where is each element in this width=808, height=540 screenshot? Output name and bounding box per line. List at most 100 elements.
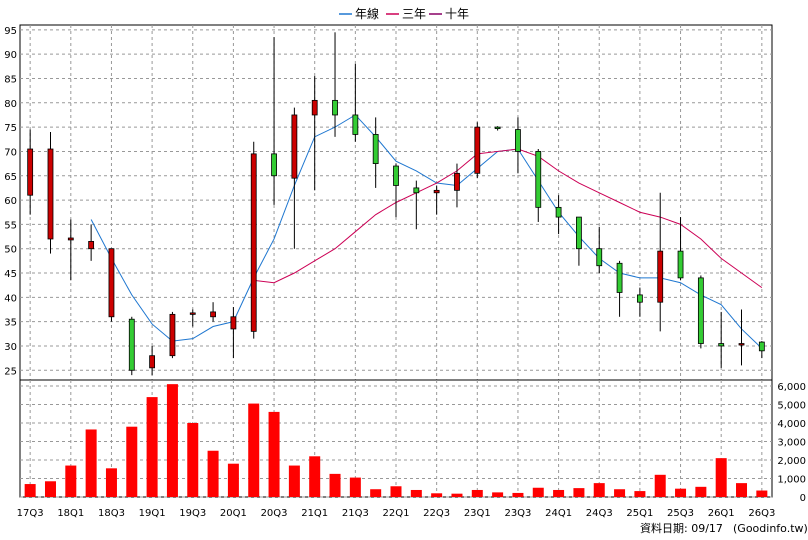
volume-bar	[614, 489, 626, 497]
volume-bar	[471, 489, 483, 497]
candle-body	[372, 134, 379, 164]
volume-bar	[553, 489, 565, 497]
candle	[576, 216, 582, 266]
candle	[718, 311, 725, 368]
candlesticks	[27, 32, 765, 376]
candle-body	[758, 341, 765, 352]
volume-y-tick-label: 3,000	[777, 438, 806, 449]
volume-bar	[288, 465, 300, 497]
price-y-tick-label: 70	[4, 147, 17, 158]
ma-line-三年	[253, 148, 763, 289]
volume-bar	[268, 411, 280, 497]
price-y-tick-label: 55	[4, 220, 17, 231]
candle-body	[230, 316, 237, 330]
candle	[474, 122, 481, 179]
candle	[494, 126, 501, 131]
x-tick-label: 19Q1	[139, 508, 166, 519]
candle-body	[494, 126, 501, 130]
x-tick-label: 20Q3	[261, 508, 288, 519]
volume-bar	[431, 493, 443, 497]
volume-bar	[207, 450, 219, 497]
candle-body	[250, 153, 257, 332]
volume-y-tick-label: 5,000	[777, 401, 806, 412]
source-label: (Goodinfo.tw)	[733, 522, 808, 535]
volume-bar	[65, 465, 77, 497]
candle	[372, 117, 379, 188]
candle	[616, 260, 623, 317]
candle-body	[169, 313, 176, 357]
candle	[311, 76, 318, 191]
candle	[454, 163, 460, 208]
candle-body	[433, 189, 440, 194]
volume-bar	[736, 483, 748, 497]
candle	[291, 107, 298, 249]
volume-bar	[329, 473, 341, 497]
x-tick-label: 23Q3	[504, 508, 531, 519]
candle-body	[210, 311, 216, 318]
candle-body	[128, 318, 135, 371]
candle	[677, 217, 684, 281]
x-tick-label: 25Q3	[667, 508, 694, 519]
price-y-tick-label: 95	[4, 26, 17, 37]
x-tick-label: 22Q1	[383, 508, 410, 519]
price-y-axis: 25 30 35 40 45 50 55 60 65 70 75 80 85 90 95	[4, 26, 17, 377]
volume-bar	[512, 492, 524, 497]
candle-body	[271, 153, 277, 177]
candle	[636, 287, 643, 317]
candle	[555, 195, 562, 235]
candle	[47, 131, 54, 254]
volume-bar	[532, 487, 544, 497]
volume-bar	[85, 429, 97, 497]
volume-y-tick-label: 0	[800, 493, 806, 504]
x-tick-label: 17Q3	[17, 508, 44, 519]
candle	[515, 117, 521, 174]
candle	[169, 311, 176, 359]
candle	[657, 192, 664, 332]
volume-bar	[227, 463, 239, 497]
volume-bar	[451, 493, 463, 497]
price-y-tick-label: 75	[4, 123, 17, 134]
candle	[128, 316, 135, 376]
volume-bar	[187, 423, 199, 497]
price-y-tick-label: 30	[4, 342, 17, 353]
volume-bar	[634, 491, 646, 497]
volume-bar	[593, 483, 605, 497]
candle	[738, 309, 745, 366]
volume-bar	[370, 489, 382, 497]
candle	[88, 224, 95, 261]
price-y-tick-label: 60	[4, 196, 17, 207]
volume-bars	[24, 384, 768, 497]
candle-body	[413, 187, 420, 194]
moving-average-lines	[90, 114, 763, 349]
price-y-tick-label: 40	[4, 293, 17, 304]
candle	[535, 149, 542, 222]
x-tick-label: 21Q3	[342, 508, 369, 519]
legend-label-annual: 年線	[355, 6, 379, 21]
candle-body	[697, 277, 704, 344]
candle-body	[291, 114, 298, 179]
candle-body	[535, 151, 542, 208]
candle-body	[47, 148, 54, 240]
volume-bar	[309, 456, 321, 497]
x-tick-label: 24Q3	[586, 508, 613, 519]
data-date-label: 資料日期: 09/17	[640, 521, 723, 535]
price-y-tick-label: 65	[4, 172, 17, 183]
candle	[413, 180, 420, 230]
candle	[27, 129, 34, 215]
ma-line-年線	[90, 114, 763, 349]
candle-body	[454, 172, 460, 191]
volume-bar	[44, 481, 56, 497]
candle-body	[616, 262, 623, 293]
volume-bar	[105, 468, 117, 497]
candle	[433, 185, 440, 215]
candle	[697, 275, 704, 349]
volume-panel: 0 1,000 2,000 3,000 4,000 5,000 6,000	[19, 379, 806, 504]
candle	[210, 302, 216, 322]
candle-body	[718, 343, 725, 347]
candle-body	[149, 355, 156, 369]
volume-y-tick-label: 1,000	[777, 475, 806, 486]
candle-body	[393, 165, 399, 186]
candle	[596, 226, 603, 274]
x-axis: 17Q3 18Q1 18Q3 19Q1 19Q3 20Q1 20Q3 21Q1 21Q3 22Q1…	[17, 508, 776, 519]
